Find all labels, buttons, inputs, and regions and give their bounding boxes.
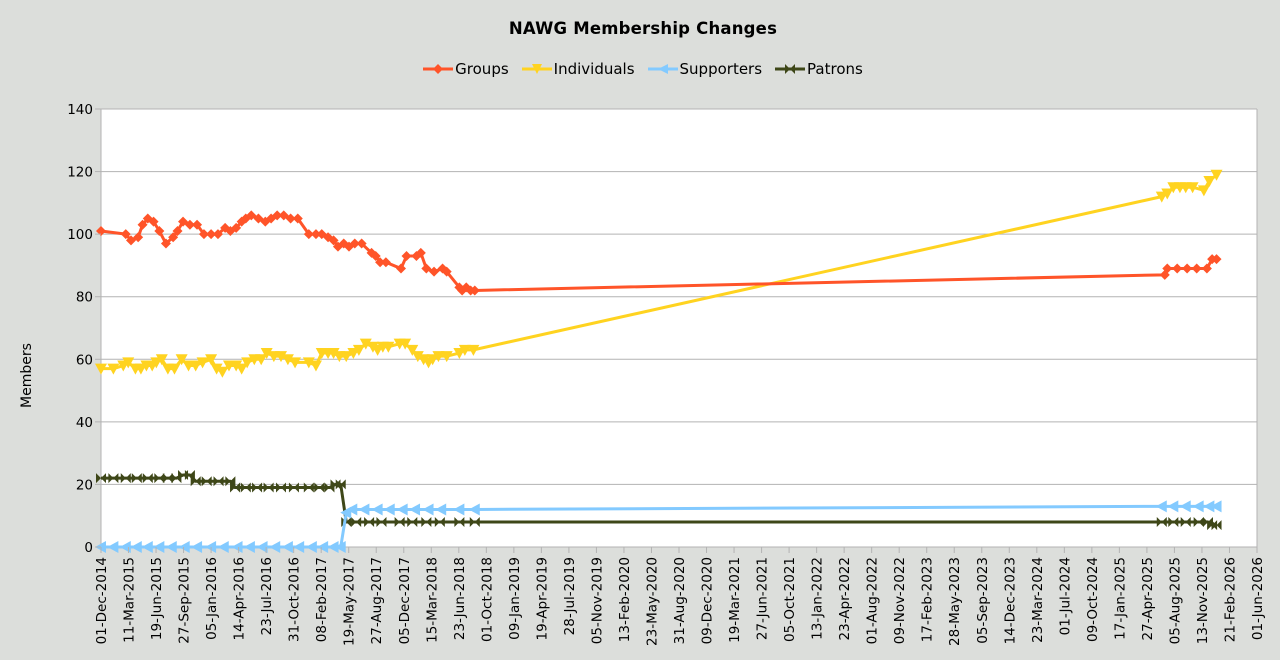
x-axis-ticks: 01-Dec-2014 11-Mar-2015 19-Jun-2015 27-Sep-… <box>94 547 1266 646</box>
x-tick-label: 05-Sep-2023 <box>975 557 991 644</box>
y-tick-label: 140 <box>67 102 93 118</box>
x-tick-label: 28-Jul-2019 <box>562 557 578 635</box>
y-tick-label: 120 <box>67 165 93 181</box>
x-tick-label: 14-Apr-2016 <box>232 557 248 640</box>
x-tick-label: 17-Feb-2023 <box>920 557 936 642</box>
x-tick-label: 17-Jan-2025 <box>1112 557 1128 640</box>
legend-label-individuals: Individuals <box>553 60 635 78</box>
y-tick-label: 0 <box>84 540 93 556</box>
triangle-left-icon <box>647 64 678 74</box>
x-tick-label: 05-Jan-2016 <box>204 557 220 640</box>
x-tick-label: 27-Apr-2025 <box>1140 557 1156 640</box>
x-tick-label: 19-May-2017 <box>342 557 358 646</box>
legend-item-supporters: Supporters <box>647 60 763 78</box>
x-tick-label: 19-Mar-2021 <box>727 557 743 643</box>
plot-background <box>101 109 1257 547</box>
chart-legend: Groups Individuals Supporters Patrons <box>0 60 1280 78</box>
x-tick-label: 08-Feb-2017 <box>314 557 330 642</box>
chart-title: NAWG Membership Changes <box>508 19 778 38</box>
series-patrons <box>96 470 1222 531</box>
x-tick-label: 23-Jul-2016 <box>259 557 275 635</box>
y-tick-label: 100 <box>67 227 93 243</box>
x-tick-label: 09-Jan-2019 <box>507 557 523 640</box>
x-tick-label: 31-Aug-2020 <box>672 557 688 644</box>
x-tick-label: 19-Apr-2019 <box>534 557 550 640</box>
x-tick-label: 19-Jun-2015 <box>149 557 165 640</box>
diamond-icon <box>423 64 454 74</box>
x-tick-label: 05-Oct-2021 <box>782 557 798 642</box>
x-tick-label: 05-Aug-2025 <box>1167 557 1183 644</box>
legend-label-patrons: Patrons <box>807 60 863 78</box>
x-tick-label: 23-Mar-2024 <box>1030 557 1046 643</box>
y-tick-label: 80 <box>76 290 93 306</box>
x-tick-label: 01-Jun-2026 <box>1250 557 1266 640</box>
legend-item-individuals: Individuals <box>521 60 635 78</box>
x-tick-label: 09-Dec-2020 <box>700 557 716 644</box>
x-tick-label: 13-Feb-2020 <box>617 557 633 642</box>
x-tick-label: 23-May-2020 <box>644 557 660 646</box>
x-tick-label: 27-Aug-2017 <box>369 557 385 644</box>
x-tick-label: 27-Sep-2015 <box>177 557 193 644</box>
x-tick-label: 15-Mar-2018 <box>424 557 440 643</box>
x-tick-label: 01-Oct-2018 <box>479 557 495 642</box>
x-tick-label: 09-Oct-2024 <box>1085 557 1101 642</box>
x-tick-label: 31-Oct-2016 <box>287 557 303 642</box>
bowtie-icon <box>775 64 806 74</box>
x-tick-label: 13-Nov-2025 <box>1195 557 1211 644</box>
x-tick-label: 05-Nov-2019 <box>589 557 605 644</box>
x-tick-label: 21-Feb-2026 <box>1222 557 1238 642</box>
y-tick-label: 60 <box>76 352 93 368</box>
x-tick-label: 09-Nov-2022 <box>892 557 908 644</box>
x-tick-label: 27-Jun-2021 <box>755 557 771 640</box>
x-tick-label: 28-May-2023 <box>947 557 963 646</box>
series-groups <box>96 210 1222 296</box>
x-tick-label: 01-Aug-2022 <box>865 557 881 644</box>
x-tick-label: 05-Dec-2017 <box>397 557 413 644</box>
x-tick-label: 11-Mar-2015 <box>122 557 138 643</box>
series-individuals <box>95 169 1223 378</box>
x-tick-label: 14-Dec-2023 <box>1002 557 1018 644</box>
x-tick-label: 01-Jul-2024 <box>1057 557 1073 635</box>
legend-label-groups: Groups <box>455 60 509 78</box>
legend-item-patrons: Patrons <box>775 60 863 78</box>
legend-label-supporters: Supporters <box>679 60 763 78</box>
y-tick-label: 20 <box>76 477 93 493</box>
legend-item-groups: Groups <box>423 60 509 78</box>
y-axis-ticks: 0 20 40 60 80 100 120 140 <box>67 102 101 556</box>
y-tick-label: 40 <box>76 415 93 431</box>
x-tick-label: 23-Apr-2022 <box>837 557 853 640</box>
x-tick-label: 01-Dec-2014 <box>94 557 110 644</box>
x-tick-label: 23-Jun-2018 <box>452 557 468 640</box>
triangle-down-icon <box>521 64 552 74</box>
x-tick-label: 13-Jan-2022 <box>810 557 826 640</box>
